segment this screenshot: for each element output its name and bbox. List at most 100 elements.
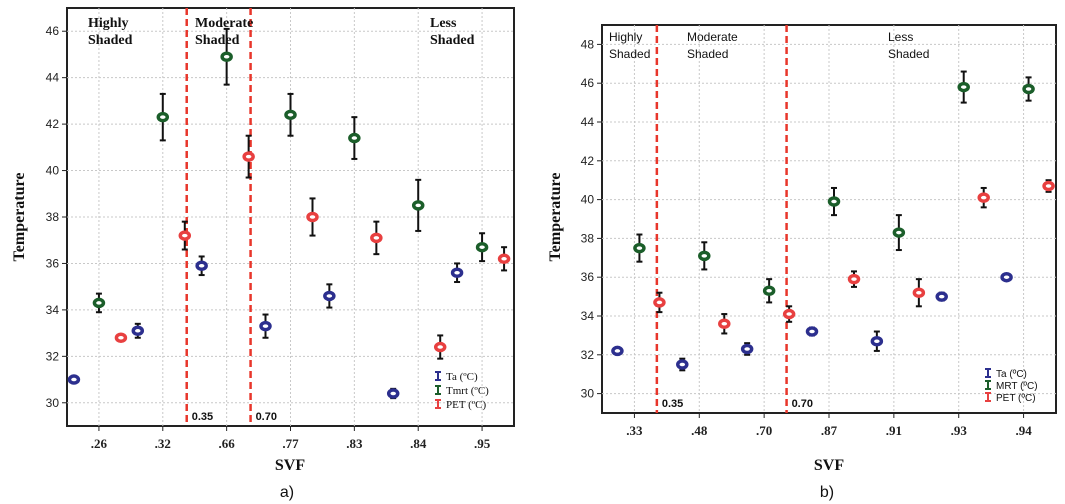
y-tick-label: 44 — [581, 115, 595, 129]
region-label: Shaded — [430, 33, 475, 48]
y-axis-label: Temperature — [11, 173, 28, 262]
legend-label: Ta (ºC) — [446, 371, 478, 383]
chart-panel-a: 30 32 34 36 38 40 42 44 46 .26 .32 .66 .77 .83 .84 .95 0… — [11, 7, 515, 501]
region-label: Highly — [88, 16, 128, 31]
point-pet — [114, 332, 128, 344]
point-ta — [259, 320, 272, 332]
threshold-label: 0.70 — [792, 398, 813, 410]
y-tick-label: 46 — [581, 76, 595, 90]
y-tick-label: 36 — [46, 256, 60, 270]
point-tmrt — [156, 111, 170, 123]
x-tick-label: .32 — [155, 436, 171, 451]
x-tick-label: .70 — [756, 423, 772, 438]
point-tmrt — [827, 196, 841, 207]
point-tmrt — [762, 285, 776, 297]
point-pet — [653, 297, 666, 308]
threshold-label: 0.35 — [662, 398, 683, 410]
x-tick-label: .48 — [691, 423, 708, 438]
point-pet — [1042, 180, 1055, 192]
x-tick-label: .66 — [219, 436, 236, 451]
point-ta — [1000, 271, 1013, 283]
y-tick-label: 46 — [46, 24, 60, 38]
point-ta — [740, 343, 754, 355]
x-axis-label: SVF — [814, 457, 844, 474]
legend-label: PET (ºC) — [446, 399, 487, 411]
point-pet — [847, 273, 861, 285]
x-axis-label: SVF — [275, 457, 305, 474]
x-tick-label: .87 — [821, 423, 838, 438]
y-tick-label: 34 — [46, 303, 60, 317]
x-tick-label: .91 — [886, 423, 902, 438]
point-tmrt — [411, 200, 425, 211]
point-tmrt — [698, 250, 711, 262]
legend-label: Ta (ºC) — [996, 369, 1027, 380]
x-tick-label: .93 — [951, 423, 968, 438]
point-ta — [611, 345, 624, 357]
threshold-label: 0.70 — [256, 411, 277, 423]
region-label: Less — [430, 16, 457, 31]
y-axis-label: Temperature — [547, 173, 564, 262]
y-tick-label: 42 — [46, 117, 60, 131]
point-ta — [676, 359, 689, 370]
region-label: Moderate — [195, 16, 253, 31]
y-tick-label: 38 — [46, 210, 60, 224]
y-tick-label: 34 — [581, 309, 595, 323]
region-label: Less — [888, 30, 913, 44]
panel-label: b) — [820, 484, 834, 501]
point-ta — [386, 388, 400, 399]
x-tick-label: .95 — [474, 436, 491, 451]
region-label: Highly — [609, 30, 642, 44]
y-tick-label: 36 — [581, 270, 595, 284]
point-tmrt — [348, 132, 361, 144]
x-tick-label: .94 — [1015, 423, 1032, 438]
point-pet — [178, 230, 192, 241]
point-pet — [718, 318, 731, 330]
y-tick-label: 48 — [581, 37, 595, 51]
point-tmrt — [892, 227, 906, 238]
point-tmrt — [957, 81, 970, 93]
point-tmrt — [1022, 83, 1035, 95]
y-tick-label: 32 — [46, 349, 60, 363]
point-ta — [870, 335, 884, 347]
point-pet — [306, 211, 319, 223]
legend-label: MRT (ºC) — [996, 381, 1038, 392]
region-label: Shaded — [687, 47, 728, 61]
point-tmrt — [92, 297, 106, 309]
point-tmrt — [220, 51, 233, 63]
x-tick-label: .26 — [91, 436, 108, 451]
point-ta — [935, 291, 948, 302]
point-ta — [67, 374, 81, 385]
point-pet — [782, 308, 796, 320]
point-ta — [450, 267, 464, 278]
y-tick-label: 44 — [46, 71, 60, 85]
legend-label: Tmrt (ºC) — [446, 385, 489, 397]
region-label: Shaded — [88, 33, 133, 48]
point-ta — [195, 260, 208, 272]
point-pet — [433, 341, 447, 353]
x-tick-label: .33 — [626, 423, 643, 438]
point-tmrt — [475, 241, 489, 253]
region-label: Shaded — [888, 47, 929, 61]
y-tick-label: 42 — [581, 154, 595, 168]
panel-label: a) — [280, 484, 294, 501]
x-tick-label: .84 — [410, 436, 427, 451]
chart-panel-b: 30 32 34 36 38 40 42 44 46 48 .33 .48 .70 .87 .91 .93 .9… — [547, 24, 1057, 501]
point-ta — [805, 326, 819, 337]
point-pet — [370, 232, 383, 244]
y-tick-label: 40 — [46, 164, 60, 178]
point-pet — [242, 151, 255, 162]
point-ta — [323, 290, 336, 302]
x-tick-label: .83 — [346, 436, 363, 451]
x-tick-label: .77 — [282, 436, 299, 451]
point-pet — [497, 253, 511, 265]
point-ta — [131, 325, 145, 337]
y-tick-label: 30 — [46, 396, 60, 410]
y-tick-label: 32 — [581, 348, 595, 362]
threshold-label: 0.35 — [192, 411, 213, 423]
region-label: Moderate — [687, 30, 738, 44]
y-tick-label: 40 — [581, 193, 595, 207]
point-tmrt — [633, 242, 646, 254]
y-tick-label: 30 — [581, 387, 595, 401]
legend-label: PET (ºC) — [996, 393, 1036, 404]
